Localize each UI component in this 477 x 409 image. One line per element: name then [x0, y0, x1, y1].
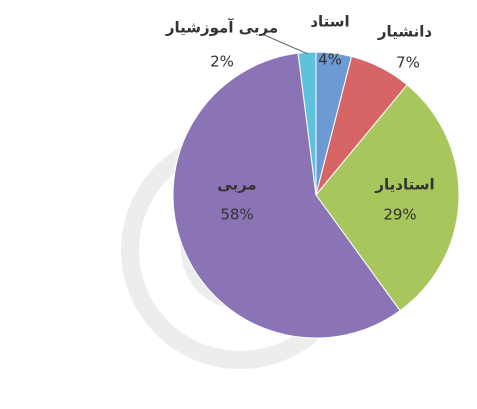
value-label: 29%: [383, 206, 416, 224]
slice-label: استاد: [310, 13, 349, 31]
value-label: 7%: [396, 54, 420, 72]
value-label: 2%: [210, 53, 234, 71]
slice-label: استادیار: [374, 176, 434, 194]
slice-label: مربی: [217, 176, 256, 194]
chart: استاد 4% دانشیار 7% استادیار 29% مربی 58% مربی آ…: [0, 0, 477, 409]
slice-label: دانشیار: [377, 23, 432, 41]
value-label: 4%: [318, 51, 342, 69]
value-label: 58%: [220, 206, 253, 224]
slice-label: مربی آموزشیار: [165, 19, 278, 37]
leader-line: [262, 34, 308, 54]
